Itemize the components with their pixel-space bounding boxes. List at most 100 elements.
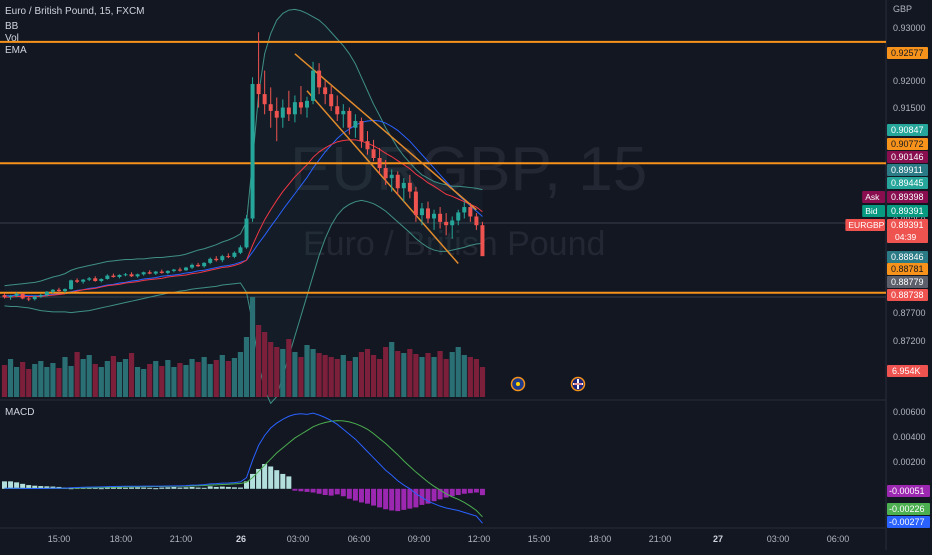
price-badge-bg xyxy=(887,289,928,301)
price-badge-text: 0.90772 xyxy=(891,139,924,149)
price-badge-bg xyxy=(887,47,928,59)
volume-bar xyxy=(104,361,110,397)
candle-body xyxy=(87,278,92,280)
volume-bar xyxy=(467,357,473,397)
time-axis-tick: 15:00 xyxy=(528,534,551,544)
candle-body xyxy=(63,289,67,292)
macd-histogram-bar xyxy=(443,488,449,498)
price-badge-bg xyxy=(887,251,928,263)
time-axis-tick: 12:00 xyxy=(468,534,491,544)
volume-bar xyxy=(431,357,437,397)
volume-bar xyxy=(128,353,135,397)
candle-body xyxy=(292,102,297,115)
candle-body xyxy=(208,258,213,263)
time-axis-tick: 21:00 xyxy=(649,534,672,544)
candle-body xyxy=(129,274,134,277)
volume-bar xyxy=(56,368,62,397)
candle-body xyxy=(8,295,13,298)
macd-histogram-bar xyxy=(455,488,461,495)
macd-histogram-bar xyxy=(213,486,219,489)
volume-bar xyxy=(98,367,104,397)
candle-body xyxy=(26,298,31,300)
price-badge: Bid 0.89391 xyxy=(862,205,928,217)
candle-body xyxy=(214,258,219,261)
price-badge-tag: Bid xyxy=(865,206,878,216)
volume-bar xyxy=(437,351,443,397)
legend-vol[interactable]: Vol xyxy=(5,33,19,44)
candle-body xyxy=(268,104,273,111)
volume-bar xyxy=(461,355,467,397)
macd-histogram-bar xyxy=(20,483,26,489)
price-badge-text: 0.90146 xyxy=(891,152,924,162)
currency-label: GBP xyxy=(893,4,913,14)
volume-bar xyxy=(122,359,129,397)
legend-bb[interactable]: BB xyxy=(5,21,19,32)
candle-body xyxy=(99,278,104,282)
macd-histogram-bar xyxy=(340,488,346,497)
time-axis-tick: 03:00 xyxy=(767,534,790,544)
flag-eu-star xyxy=(516,382,520,386)
price-badge: 0.92577 xyxy=(887,47,928,59)
candle-body xyxy=(32,296,37,300)
macd-histogram-bar xyxy=(358,488,364,503)
macd-histogram-bar xyxy=(50,486,56,489)
volume-bar xyxy=(189,359,195,397)
time-axis-tick: 06:00 xyxy=(827,534,850,544)
volume-bar xyxy=(1,365,8,397)
time-axis-tick: 27 xyxy=(713,534,723,544)
macd-histogram-bar xyxy=(274,470,280,489)
candle-body xyxy=(177,269,182,271)
price-badge: EURGBP 0.89391 04:39 xyxy=(845,219,928,243)
candle-body xyxy=(353,121,358,128)
legend-symbol-title[interactable]: Euro / British Pound, 15, FXCM xyxy=(5,6,145,17)
candle-body xyxy=(117,274,122,277)
volume-bar xyxy=(249,297,256,397)
legend-ema[interactable]: EMA xyxy=(5,45,27,56)
candle-body xyxy=(311,70,316,101)
channel-upper-line xyxy=(294,53,477,211)
macd-histogram-bar xyxy=(352,488,358,501)
volume-bar xyxy=(340,355,346,397)
volume-bar xyxy=(419,357,425,397)
volume-bar xyxy=(135,367,141,397)
macd-histogram-bar xyxy=(346,488,352,499)
volume-bar xyxy=(219,355,225,397)
volume-bar xyxy=(425,353,431,397)
macd-histogram-bar xyxy=(38,486,44,489)
time-axis-tick: 21:00 xyxy=(170,534,193,544)
candle-body xyxy=(395,174,400,189)
macd-histogram-bar xyxy=(14,482,20,489)
volume-badge-bg xyxy=(887,365,928,377)
macd-histogram-bar xyxy=(371,488,377,506)
candle-body xyxy=(153,271,158,274)
channel-lower-line xyxy=(306,90,459,265)
legend-macd[interactable]: MACD xyxy=(5,407,35,418)
macd-histogram-bar xyxy=(201,487,207,489)
volume-bar xyxy=(153,361,159,397)
volume-bar xyxy=(62,357,68,397)
price-badge-bg xyxy=(887,151,928,163)
macd-histogram-bar xyxy=(104,487,110,489)
candle-body xyxy=(50,289,55,292)
candle-body xyxy=(171,269,176,271)
volume-bar xyxy=(243,337,250,397)
macd-histogram-bar xyxy=(377,488,383,508)
macd-histogram-bar xyxy=(123,487,128,489)
macd-histogram-bar xyxy=(304,488,310,492)
macd-axis-tick: 0.00200 xyxy=(893,457,926,467)
macd-histogram-bar xyxy=(461,488,467,494)
volume-bar xyxy=(449,352,455,397)
macd-histogram-bar xyxy=(292,488,298,491)
volume-bar xyxy=(171,367,177,397)
macd-histogram-bar xyxy=(256,468,262,489)
price-badge-tag-bg xyxy=(862,191,885,203)
price-badge-text: 0.89398 xyxy=(891,192,924,202)
macd-badge: -0.00277 xyxy=(887,516,930,528)
macd-histogram-bar xyxy=(2,481,7,489)
macd-badge-text: -0.00051 xyxy=(889,486,925,496)
macd-histogram-bar xyxy=(322,488,328,495)
candle-body xyxy=(256,84,261,95)
macd-histogram-bar xyxy=(334,488,340,495)
